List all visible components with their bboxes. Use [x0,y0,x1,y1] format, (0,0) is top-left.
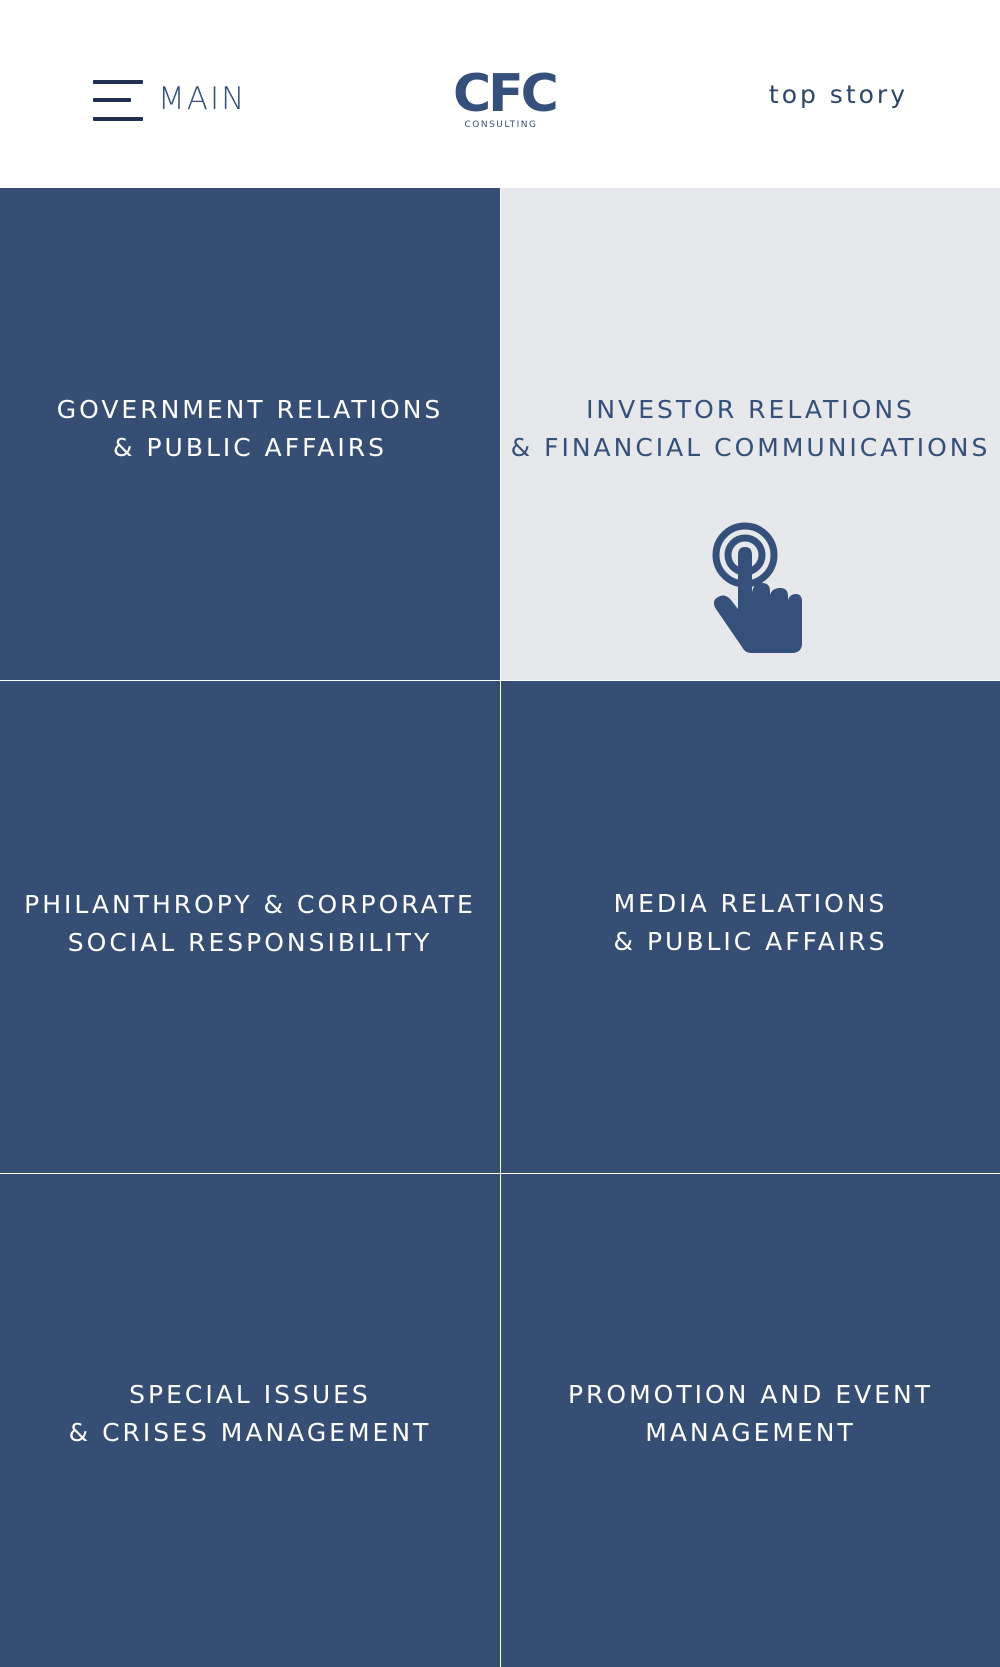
services-grid: GOVERNMENT RELATIONS & PUBLIC AFFAIRS IN… [0,188,1000,1667]
tile-government-relations[interactable]: GOVERNMENT RELATIONS & PUBLIC AFFAIRS [0,188,500,680]
tile-media-relations[interactable]: MEDIA RELATIONS & PUBLIC AFFAIRS [501,681,1000,1173]
tile-special-issues[interactable]: SPECIAL ISSUES & CRISES MANAGEMENT [0,1174,500,1667]
cfc-logo[interactable]: CFC CONSULTING [453,64,559,130]
tile-philanthropy-csr[interactable]: PHILANTHROPY & CORPORATE SOCIAL RESPONSI… [0,681,500,1173]
hamburger-icon[interactable] [90,77,143,121]
tile-promotion-events[interactable]: PROMOTION AND EVENT MANAGEMENT [501,1174,1000,1667]
tile-investor-relations[interactable]: INVESTOR RELATIONS & FINANCIAL COMMUNICA… [501,188,1000,680]
tap-icon [712,522,802,653]
tile-label: GOVERNMENT RELATIONS & PUBLIC AFFAIRS [56,395,444,462]
logo-text: CFC [453,64,559,124]
tile-label: SPECIAL ISSUES & CRISES MANAGEMENT [68,1379,432,1447]
logo-subtext: CONSULTING [464,120,538,130]
tile-label: MEDIA RELATIONS & PUBLIC AFFAIRS [613,889,888,956]
tile-label: INVESTOR RELATIONS & FINANCIAL COMMUNICA… [510,395,991,462]
tile-label: PROMOTION AND EVENT MANAGEMENT [567,1379,933,1447]
top-story-link[interactable]: top story [768,80,908,109]
main-menu-button[interactable]: MAIN [90,74,246,124]
site-header: MAIN CFC CONSULTING top story [0,0,1000,188]
tile-label: PHILANTHROPY & CORPORATE SOCIAL RESPONSI… [24,890,476,957]
menu-label: MAIN [158,81,247,117]
